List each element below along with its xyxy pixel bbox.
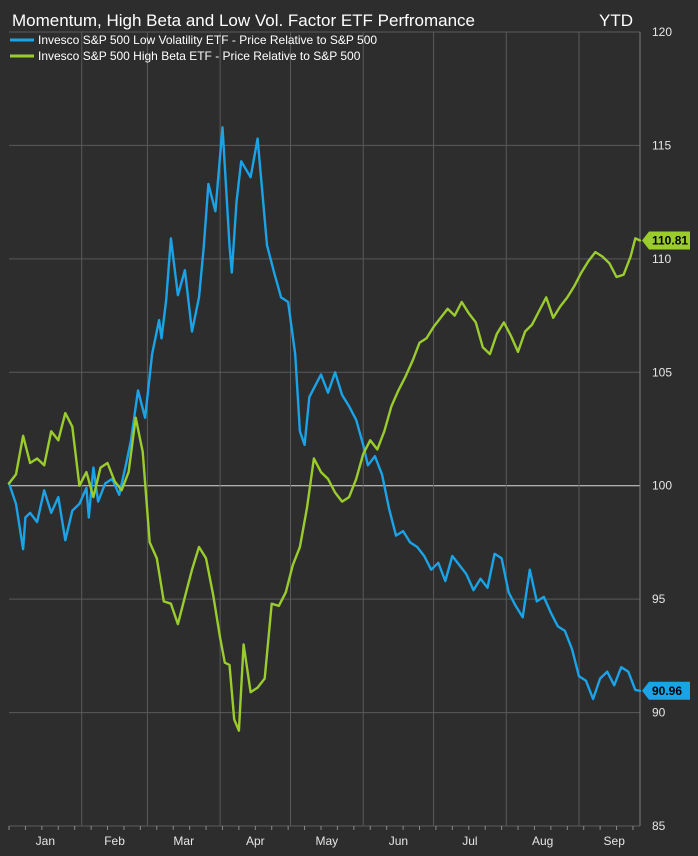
end-labels: 90.96 110.81 (642, 231, 690, 700)
y-tick-label: 115 (652, 138, 671, 152)
series-line-low-volatility (7, 126, 642, 701)
y-tick-label: 95 (652, 592, 666, 606)
x-tick-label: May (316, 834, 339, 848)
x-tick-label: Mar (173, 834, 194, 848)
chart-title: Momentum, High Beta and Low Vol. Factor … (12, 11, 475, 30)
x-tick-label: Jul (462, 834, 477, 848)
y-tick-label: 100 (652, 479, 672, 493)
y-axis: 120 115 110 105 100 95 90 85 (639, 25, 672, 833)
x-axis: Jan Feb Mar Apr May Jun Jul Aug Sep (8, 826, 634, 848)
end-label-value: 90.96 (652, 684, 682, 698)
x-tick-label: Jan (36, 834, 55, 848)
legend: Invesco S&P 500 Low Volatility ETF - Pri… (10, 33, 377, 63)
x-tick-label: Apr (246, 834, 265, 848)
y-tick-label: 85 (652, 819, 666, 833)
end-label-box (642, 681, 690, 700)
end-label-value: 110.81 (652, 233, 688, 247)
legend-label-low-volatility: Invesco S&P 500 Low Volatility ETF - Pri… (38, 33, 377, 47)
series-layer (7, 126, 642, 732)
period-label: YTD (599, 11, 633, 30)
x-tick-label: Aug (532, 834, 553, 848)
x-tick-label: Sep (604, 834, 626, 848)
end-label-box (642, 231, 690, 250)
x-tick-label: Feb (104, 834, 125, 848)
y-tick-label: 110 (652, 252, 671, 266)
end-label-low-volatility: 90.96 (642, 681, 690, 700)
legend-label-high-beta: Invesco S&P 500 High Beta ETF - Price Re… (38, 49, 361, 63)
y-tick-label: 105 (652, 365, 672, 379)
x-tick-label: Jun (389, 834, 408, 848)
y-tick-label: 90 (652, 706, 666, 720)
series-line-high-beta (7, 237, 642, 732)
y-tick-label: 120 (652, 25, 672, 39)
end-label-high-beta: 110.81 (642, 231, 690, 250)
